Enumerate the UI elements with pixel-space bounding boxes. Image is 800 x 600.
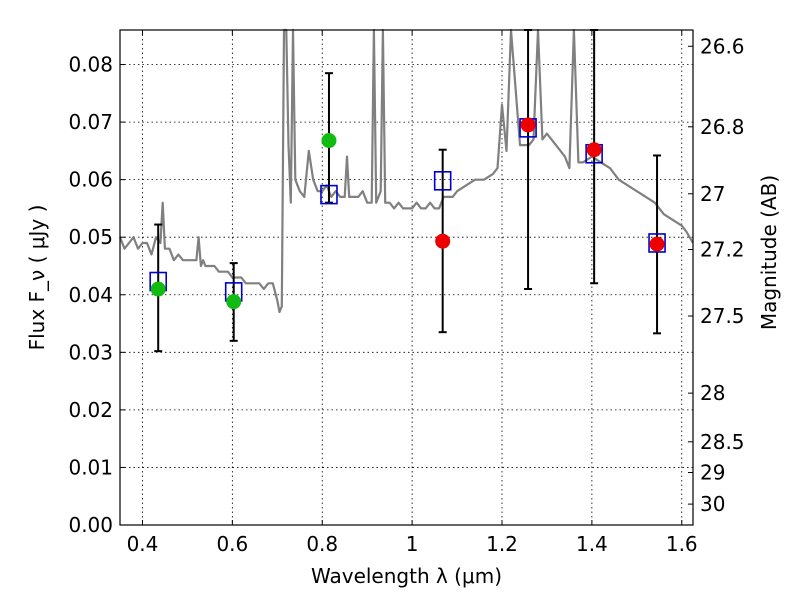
y-tick-label: 0.02 bbox=[68, 398, 113, 422]
x-tick-label: 1.6 bbox=[666, 532, 698, 556]
y-tick-label: 0.06 bbox=[68, 168, 113, 192]
model-spectrum-line bbox=[118, 28, 694, 314]
mag-tick-label: 30 bbox=[700, 492, 725, 516]
y-tick-label: 0.03 bbox=[68, 340, 113, 364]
model-spectrum bbox=[118, 28, 694, 314]
photometry-point bbox=[150, 281, 166, 297]
y-tick-label: 0.00 bbox=[68, 513, 113, 537]
model-photometry-square bbox=[320, 184, 338, 205]
photometry-point bbox=[520, 117, 536, 133]
x-tick-label: 0.4 bbox=[127, 532, 159, 556]
mag-tick-label: 28 bbox=[700, 381, 725, 405]
mag-tick-label: 28.5 bbox=[700, 430, 745, 454]
y-tick-label: 0.07 bbox=[68, 110, 113, 134]
x-axis-label: Wavelength λ (μm) bbox=[311, 564, 502, 588]
y-axis-label: Flux F_ν ( μJy ) bbox=[25, 205, 49, 351]
x-tick-label: 1.4 bbox=[576, 532, 608, 556]
x-tick-label: 0.8 bbox=[306, 532, 338, 556]
y-tick-label: 0.05 bbox=[68, 225, 113, 249]
mag-tick-label: 27.5 bbox=[700, 304, 745, 328]
photometry-point bbox=[435, 233, 451, 249]
mag-tick-label: 27 bbox=[700, 182, 725, 206]
plot-frame bbox=[119, 29, 694, 526]
y-tick-label: 0.04 bbox=[68, 283, 113, 307]
x-tick-label: 1.2 bbox=[486, 532, 518, 556]
x-tick-label: 1 bbox=[406, 532, 419, 556]
photometry-point bbox=[226, 294, 242, 310]
mag-tick-label: 29 bbox=[700, 461, 725, 485]
observed-photometry-points bbox=[150, 117, 665, 310]
grid-lines bbox=[120, 30, 693, 526]
y-tick-label: 0.01 bbox=[68, 455, 113, 479]
photometry-point bbox=[649, 236, 665, 252]
photometry-point bbox=[321, 133, 337, 149]
mag-tick-label: 27.2 bbox=[700, 238, 745, 262]
mag-tick-label: 26.8 bbox=[700, 115, 745, 139]
right-axis-label: Magnitude (AB) bbox=[757, 175, 781, 330]
model-photometry-square bbox=[648, 233, 666, 253]
mag-tick-label: 26.6 bbox=[700, 34, 745, 58]
axis-ticks: 0.4 0.6 0.8 1 1.2 1.4 1.6 0.00 0.01 0.02 0.03 0.04 0… bbox=[68, 30, 745, 556]
photometry-point bbox=[586, 142, 602, 158]
model-photometry-square bbox=[433, 171, 452, 191]
y-tick-label: 0.08 bbox=[68, 53, 113, 77]
x-tick-label: 0.6 bbox=[216, 532, 248, 556]
